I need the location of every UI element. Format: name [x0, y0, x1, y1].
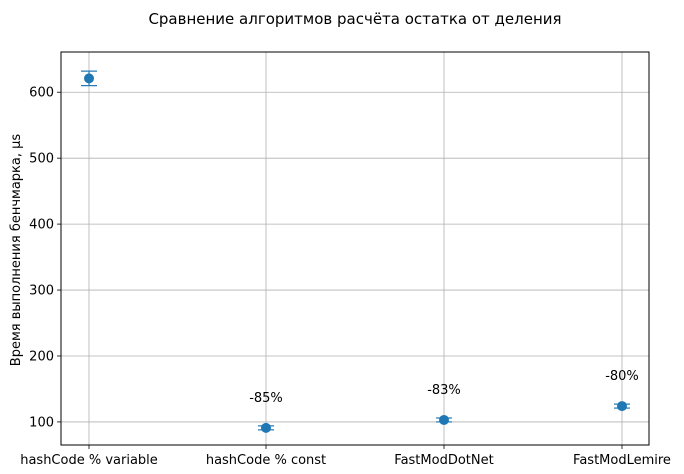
data-point	[84, 73, 94, 84]
data-point	[439, 414, 449, 425]
y-tick-label: 500	[29, 152, 54, 167]
plot-area-frame	[60, 51, 650, 446]
y-tick-label: 400	[29, 218, 54, 233]
y-tick-label: 600	[29, 86, 54, 101]
data-points	[84, 73, 627, 433]
y-tick-label: 200	[29, 349, 54, 364]
chart-title: Сравнение алгоритмов расчёта остатка от …	[148, 10, 561, 28]
x-tick-label: hashCode % const	[206, 453, 326, 468]
x-tick-label: FastModLemire	[573, 453, 671, 468]
y-axis-label: Время выполнения бенчмарка, µs	[9, 134, 24, 367]
error-bars	[81, 70, 630, 431]
x-axis: hashCode % variable hashCode % const FastM…	[20, 445, 671, 468]
grid	[61, 52, 649, 445]
x-tick-label: FastModDotNet	[394, 453, 493, 468]
y-tick-label: 100	[29, 415, 54, 430]
point-annotation: -80%	[605, 369, 639, 384]
annotations: -85% -83% -80%	[249, 369, 639, 406]
y-tick-label: 300	[29, 284, 54, 299]
y-axis: 100 200 300 400 500 600	[29, 86, 61, 430]
point-annotation: -83%	[427, 383, 461, 398]
data-point	[617, 401, 627, 412]
x-tick-label: hashCode % variable	[20, 453, 158, 468]
point-annotation: -85%	[249, 391, 283, 406]
data-point	[261, 422, 271, 433]
